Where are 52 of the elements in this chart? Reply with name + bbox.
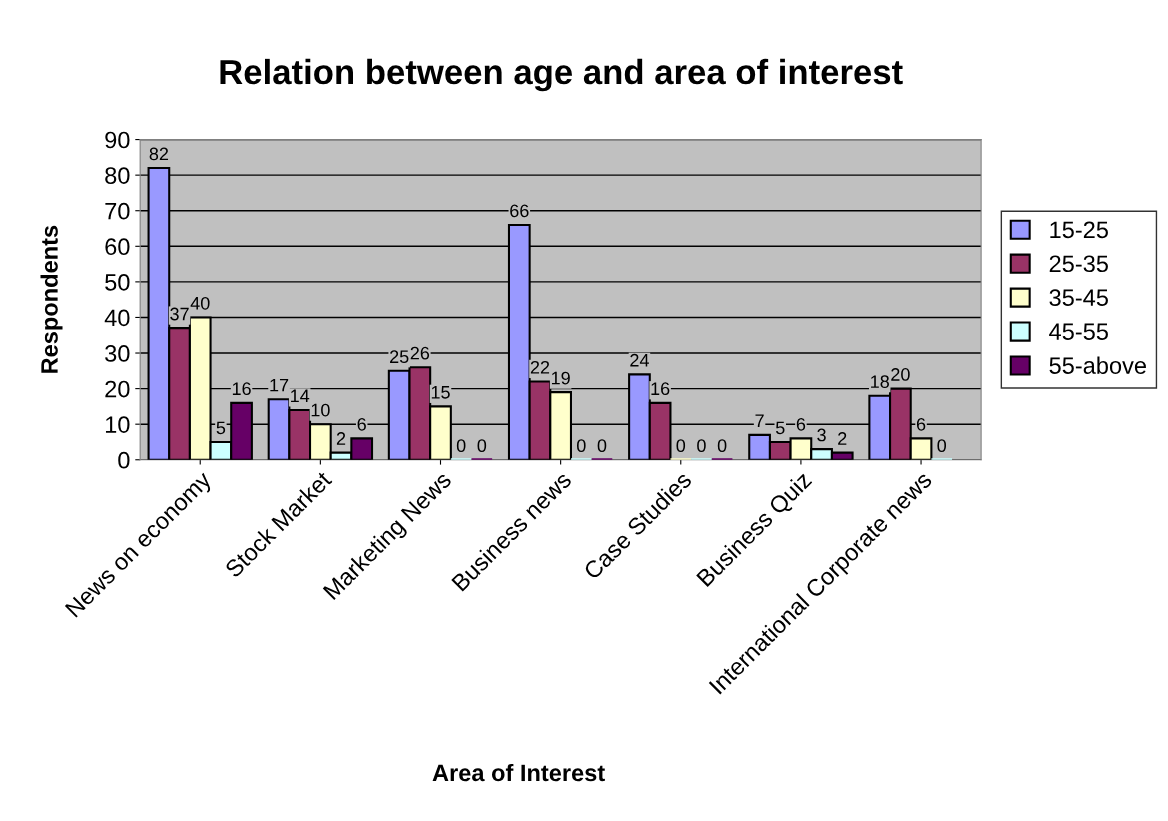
y-tick-label: 70 <box>105 202 130 220</box>
data-label: 14 <box>291 389 310 403</box>
y-tick-label: 90 <box>105 131 130 149</box>
data-label: 10 <box>311 403 330 417</box>
data-label: 7 <box>755 414 764 427</box>
chart-title: Relation between age and area of interest <box>220 58 903 92</box>
data-label: 15 <box>431 386 450 399</box>
data-label: 24 <box>630 353 649 367</box>
y-axis-title: Respondents <box>40 225 63 373</box>
data-label: 2 <box>336 432 346 445</box>
legend-label: 15-25 <box>1050 221 1108 239</box>
data-label: 0 <box>597 439 607 453</box>
data-label: 25 <box>390 350 409 364</box>
data-label: 16 <box>651 382 670 396</box>
data-label: 6 <box>916 417 926 431</box>
y-tick-label: 50 <box>105 273 130 291</box>
legend-label: 25-35 <box>1049 255 1108 273</box>
y-tick-label: 60 <box>105 238 130 256</box>
data-label: 17 <box>270 378 289 392</box>
data-label: 2 <box>838 432 847 445</box>
data-label: 6 <box>357 417 366 431</box>
legend-label: 35-45 <box>1049 289 1108 307</box>
y-tick-label: 10 <box>105 416 130 433</box>
y-tick-label: 0 <box>118 451 130 469</box>
data-label: 6 <box>796 417 806 431</box>
y-tick-label: 80 <box>105 167 130 184</box>
legend-label: 55-above <box>1049 356 1146 374</box>
data-label: 0 <box>717 439 727 453</box>
data-label: 16 <box>232 382 251 396</box>
data-label: 5 <box>216 421 226 435</box>
data-label: 22 <box>530 360 550 374</box>
data-label: 5 <box>775 421 785 435</box>
y-tick-label: 30 <box>105 345 130 362</box>
data-label: 19 <box>551 371 570 385</box>
y-tick-label: 40 <box>104 309 130 327</box>
data-label: 3 <box>817 428 826 442</box>
data-label: 0 <box>676 439 686 453</box>
data-label: 37 <box>170 307 189 321</box>
data-label: 20 <box>891 368 910 381</box>
legend-label: 45-55 <box>1049 323 1108 341</box>
data-label: 26 <box>410 346 430 360</box>
data-label: 0 <box>697 439 706 453</box>
data-label: 0 <box>937 439 947 453</box>
data-label: 66 <box>510 204 529 218</box>
y-tick-label: 20 <box>105 380 130 398</box>
data-label: 82 <box>149 147 169 161</box>
data-label: 0 <box>477 439 487 453</box>
data-label: 40 <box>190 296 210 310</box>
data-label: 0 <box>456 439 466 453</box>
data-label: 18 <box>871 375 889 388</box>
x-axis-title: Area of Interest <box>432 763 605 782</box>
data-label: 0 <box>576 439 586 453</box>
